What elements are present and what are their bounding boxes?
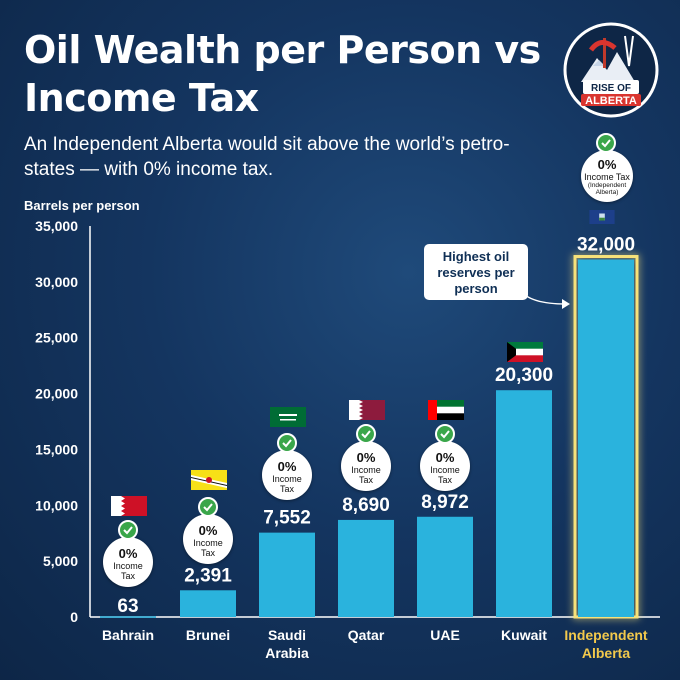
data-label: 8,972	[421, 492, 469, 513]
y-tick-label: 10,000	[35, 497, 78, 513]
checkmark-icon	[435, 424, 455, 444]
badge-percent: 0%	[118, 546, 138, 561]
y-tick-label: 5,000	[43, 553, 78, 569]
checkmark-icon	[118, 520, 138, 540]
badge-text: Income	[193, 538, 223, 548]
data-label: 20,300	[495, 365, 553, 386]
income-tax-badge: 0% Income Tax	[420, 441, 470, 491]
kuwait-flag-icon	[507, 342, 543, 362]
income-tax-badge: 0% Income Tax	[103, 537, 153, 587]
checkmark-icon	[277, 433, 297, 453]
chart-subtitle: An Independent Alberta would sit above t…	[24, 134, 510, 180]
saudi-flag-icon	[270, 407, 306, 427]
x-tick-label: Alberta	[582, 645, 630, 661]
y-tick-label: 25,000	[35, 330, 78, 346]
bar	[578, 259, 634, 617]
x-tick-label: UAE	[430, 627, 460, 643]
qatar-flag-icon	[349, 400, 385, 420]
chart-title: Oil Wealth per Person vs Income Tax	[24, 28, 541, 120]
data-label: 7,552	[263, 508, 311, 529]
x-tick-label: Arabia	[265, 645, 309, 661]
y-tick-label: 30,000	[35, 274, 78, 290]
income-tax-badge: 0% Income Tax (Independent Alberta)	[581, 150, 633, 202]
badge-subtext: (Independent Alberta)	[587, 182, 627, 196]
badge-percent: 0%	[597, 157, 617, 172]
x-tick-label: Bahrain	[102, 627, 154, 643]
y-tick-label: 20,000	[35, 386, 78, 402]
highest-reserves-callout: Highest oil reserves per person	[424, 244, 528, 300]
checkmark-icon	[198, 497, 218, 517]
logo-line2: ALBERTA	[585, 95, 637, 107]
income-tax-badge: 0% Income Tax	[341, 441, 391, 491]
x-tick-label: Qatar	[348, 627, 385, 643]
x-tick-label: Kuwait	[501, 627, 547, 643]
data-label: 32,000	[577, 235, 635, 256]
y-axis-label: Barrels per person	[24, 198, 140, 213]
checkmark-icon	[356, 424, 376, 444]
income-tax-badge: 0% Income Tax	[262, 450, 312, 500]
badge-text: Tax	[358, 475, 373, 485]
alberta-flag-icon	[589, 210, 615, 224]
badge-text: Income	[430, 465, 460, 475]
rise-of-alberta-logo: RISE OF ALBERTA	[563, 22, 659, 118]
brunei-flag-icon	[191, 470, 227, 490]
badge-percent: 0%	[277, 459, 297, 474]
bar	[100, 616, 156, 618]
y-tick-label: 0	[70, 609, 78, 625]
bar	[180, 590, 236, 617]
y-tick-label: 35,000	[35, 218, 78, 234]
badge-percent: 0%	[435, 450, 455, 465]
badge-text: Tax	[437, 475, 452, 485]
badge-text: Income	[351, 465, 381, 475]
x-tick-label: Independent	[564, 627, 648, 643]
badge-percent: 0%	[198, 523, 218, 538]
badge-text: Income	[113, 561, 143, 571]
y-tick-label: 15,000	[35, 441, 78, 457]
checkmark-icon	[596, 133, 616, 153]
callout-arrowhead	[562, 299, 570, 309]
data-label: 2,391	[184, 565, 232, 586]
bahrain-flag-icon	[111, 496, 147, 516]
bar	[417, 516, 473, 617]
uae-flag-icon	[428, 400, 464, 420]
bar	[259, 532, 315, 617]
data-label: 63	[117, 596, 138, 617]
data-label: 8,690	[342, 495, 390, 516]
badge-percent: 0%	[356, 450, 376, 465]
logo-line1: RISE OF	[591, 83, 631, 94]
badge-text: Tax	[120, 571, 135, 581]
badge-text: Income	[272, 474, 302, 484]
x-tick-label: Brunei	[186, 627, 230, 643]
x-tick-label: Saudi	[268, 627, 306, 643]
badge-text: Tax	[200, 548, 215, 558]
bar	[338, 519, 394, 617]
badge-text: Income Tax	[584, 172, 630, 182]
income-tax-badge: 0% Income Tax	[183, 514, 233, 564]
bar	[496, 390, 552, 617]
badge-text: Tax	[279, 484, 294, 494]
